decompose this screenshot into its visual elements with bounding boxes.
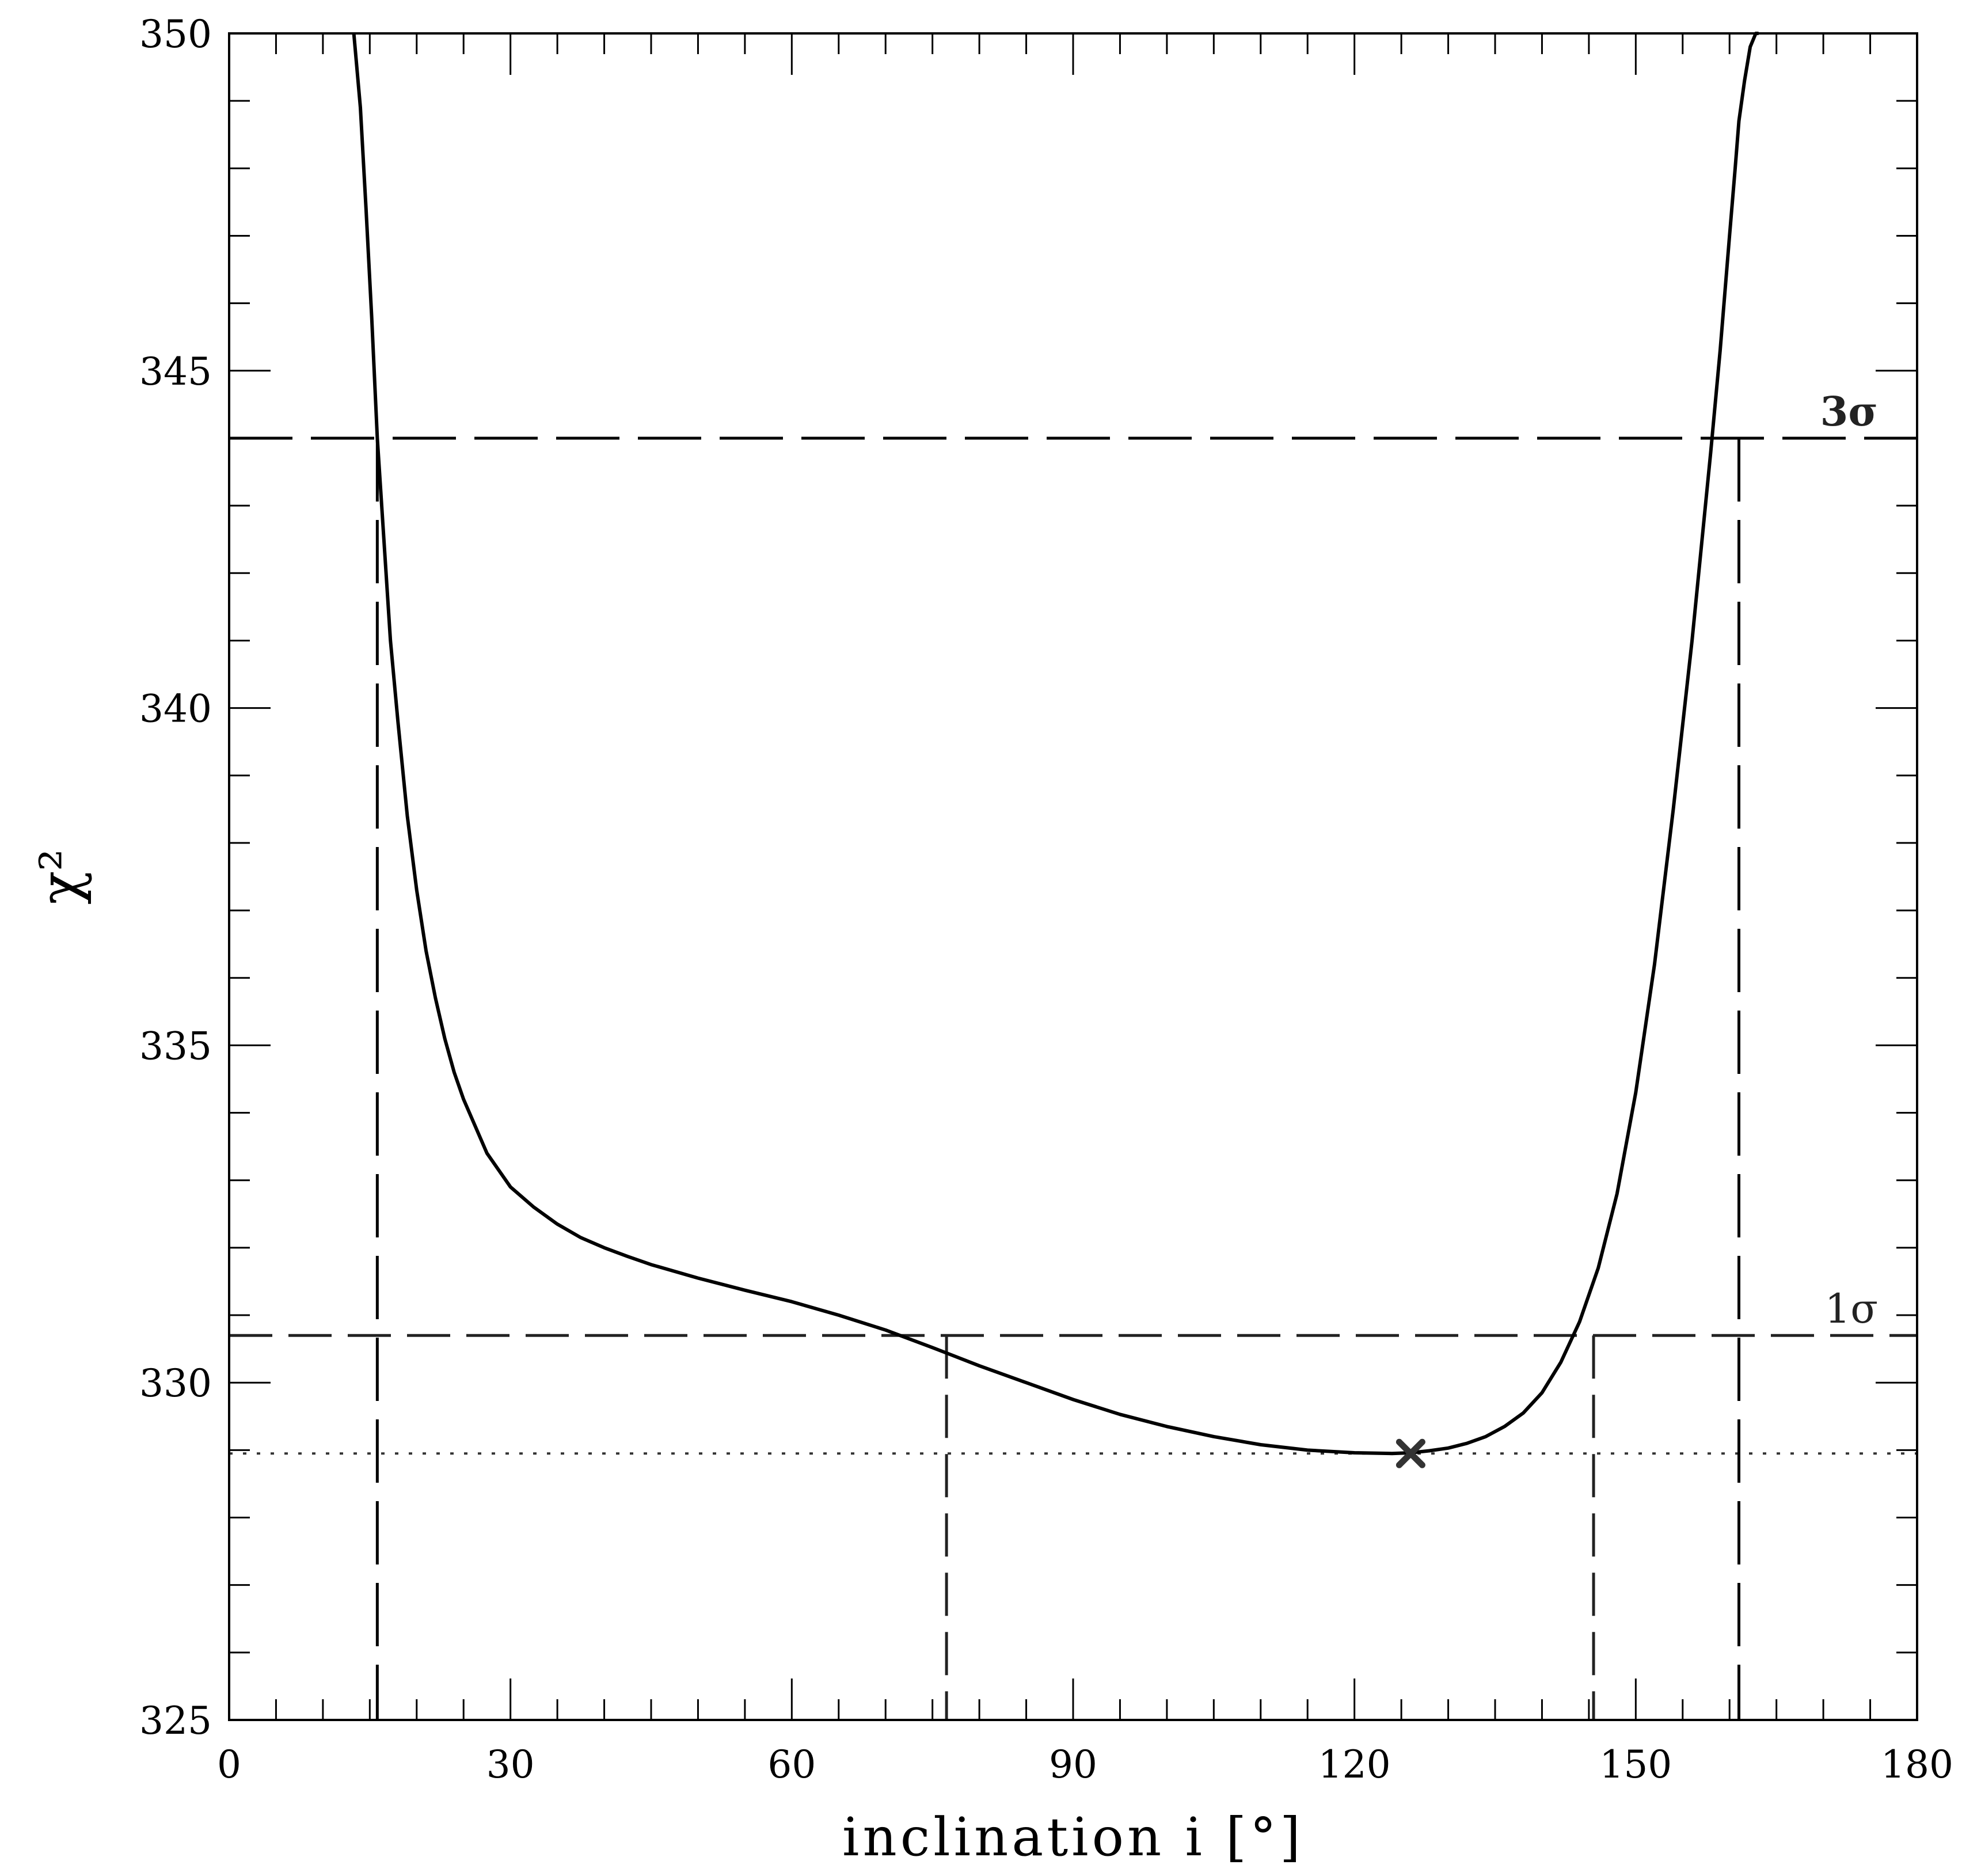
x-tick-label: 120 bbox=[1318, 1742, 1391, 1787]
best-fit-marker-stroke bbox=[1396, 1438, 1425, 1468]
plot-frame bbox=[228, 32, 1918, 1721]
x-axis-title: inclination i [°] bbox=[842, 1806, 1304, 1868]
three-sigma-label: 3σ bbox=[1820, 388, 1878, 435]
y-axis-title: χ² bbox=[28, 849, 93, 905]
x-tick-label: 30 bbox=[486, 1742, 535, 1787]
markers bbox=[1396, 1438, 1425, 1468]
x-tick-label: 0 bbox=[217, 1742, 241, 1787]
reference-lines bbox=[229, 436, 1917, 1720]
major-ticks bbox=[228, 32, 1918, 1721]
data-series bbox=[352, 32, 1759, 1456]
x-tick-labels: 0 30 60 90 120 150 180 bbox=[217, 1742, 1953, 1787]
one-sigma-label: 1σ bbox=[1825, 1285, 1878, 1332]
y-tick-label: 340 bbox=[139, 687, 212, 731]
y-tick-label: 345 bbox=[139, 350, 212, 394]
x-tick-label: 60 bbox=[767, 1742, 816, 1787]
x-tick-label: 90 bbox=[1049, 1742, 1097, 1787]
y-tick-label: 350 bbox=[139, 12, 212, 56]
y-tick-label: 335 bbox=[139, 1024, 212, 1068]
y-tick-labels: 325 330 335 340 345 350 bbox=[139, 12, 212, 1743]
y-tick-label: 330 bbox=[139, 1361, 212, 1406]
x-tick-label: 180 bbox=[1881, 1742, 1953, 1787]
minor-ticks bbox=[229, 33, 1917, 1720]
y-tick-label: 325 bbox=[139, 1699, 212, 1743]
best-fit-marker bbox=[1396, 1438, 1425, 1468]
x-tick-label: 150 bbox=[1599, 1742, 1672, 1787]
chi-square-curve bbox=[352, 32, 1759, 1456]
